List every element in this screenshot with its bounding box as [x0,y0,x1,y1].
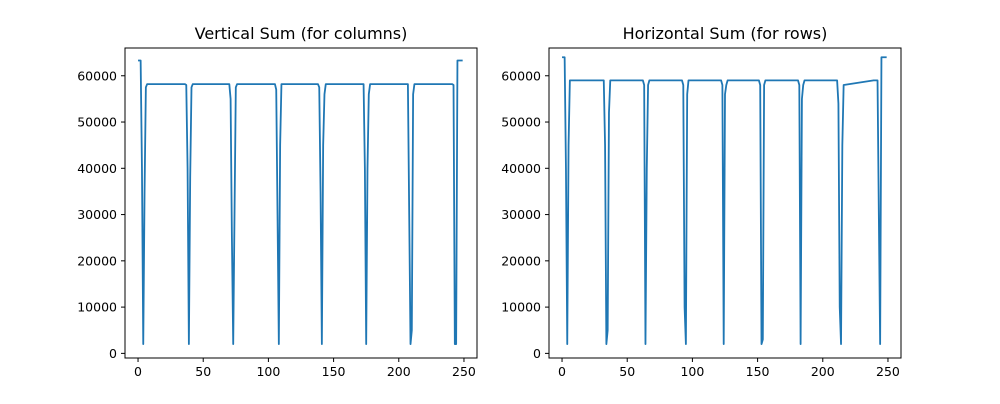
y-tick-label: 50000 [501,115,541,130]
chart-vertical-sum: Vertical Sum (for columns) 0 50 100 150 200 25… [77,24,478,379]
series-line [562,56,887,346]
y-tick-label: 60000 [77,68,117,83]
axes-frame [548,47,902,359]
x-tick-label: 100 [256,364,280,379]
y-tick-label: 30000 [501,207,541,222]
y-tick-label: 10000 [501,300,541,315]
axes-frame [124,47,478,359]
y-tick-label: 20000 [77,253,117,268]
chart-title: Horizontal Sum (for rows) [623,24,828,43]
y-tick-label: 20000 [501,253,541,268]
x-tick-label: 250 [452,364,476,379]
x-tick-label: 150 [322,364,346,379]
x-tick-label: 150 [746,364,770,379]
x-tick-label: 50 [619,364,635,379]
y-tick-label: 0 [533,346,541,361]
y-tick-label: 40000 [77,161,117,176]
chart-horizontal-sum: Horizontal Sum (for rows) 0 50 100 150 200 250… [501,24,902,379]
x-tick-label: 100 [680,364,704,379]
x-tick-label: 200 [387,364,411,379]
chart-title: Vertical Sum (for columns) [195,24,408,43]
y-tick-label: 60000 [501,68,541,83]
x-tick-label: 0 [558,364,566,379]
y-tick-label: 30000 [77,207,117,222]
y-tick-label: 10000 [77,300,117,315]
y-tick-label: 0 [109,346,117,361]
x-tick-label: 250 [876,364,900,379]
x-tick-label: 200 [811,364,835,379]
y-tick-label: 40000 [501,161,541,176]
x-tick-label: 0 [134,364,142,379]
series-line [138,59,463,346]
x-tick-label: 50 [195,364,211,379]
y-tick-label: 50000 [77,115,117,130]
